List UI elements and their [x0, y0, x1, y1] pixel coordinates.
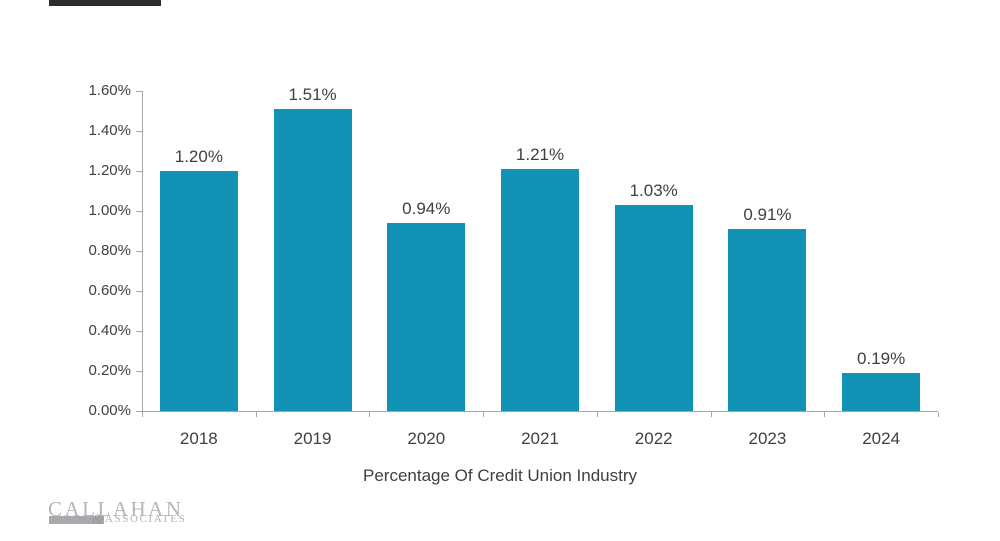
bar-2022	[614, 205, 693, 411]
bar-value-label: 1.51%	[288, 85, 337, 104]
x-axis-category-label: 2023	[748, 429, 787, 448]
y-axis-tick	[136, 251, 142, 252]
logo-ampersand: &	[92, 512, 104, 528]
bar-2020	[387, 223, 466, 411]
y-axis-tick-label: 1.20%	[88, 162, 131, 179]
callahan-logo: CALLAHAN & ASSOCIATES	[48, 499, 198, 533]
logo-wordmark: CALLAHAN	[48, 497, 184, 521]
bar-value-label: 0.94%	[402, 199, 451, 218]
y-axis-tick-label: 1.40%	[88, 122, 131, 139]
x-axis-tick	[938, 412, 939, 417]
y-axis-tick-label: 0.00%	[88, 402, 131, 419]
bar-value-label: 1.21%	[515, 145, 565, 164]
y-axis-tick	[136, 371, 142, 372]
bar-value-label: 0.91%	[743, 205, 792, 224]
logo-bar	[49, 516, 104, 524]
x-axis-tick	[596, 412, 598, 417]
x-axis-tick	[369, 412, 371, 417]
bar-2019	[273, 109, 352, 411]
bar-2024	[842, 373, 921, 411]
x-axis-tick	[824, 412, 826, 417]
logo-associates: ASSOCIATES	[105, 513, 187, 525]
x-axis-category-label: 2024	[862, 429, 901, 448]
y-axis-tick	[136, 211, 142, 212]
y-axis-tick	[136, 411, 142, 412]
y-axis-tick	[136, 331, 142, 332]
bar-value-label: 0.19%	[857, 349, 906, 368]
bar-value-label: 1.03%	[629, 181, 678, 200]
x-axis-tick	[142, 412, 143, 417]
y-axis-line	[142, 91, 143, 412]
bar-value-label: 1.20%	[174, 147, 223, 166]
y-axis-tick-label: 0.60%	[88, 282, 131, 299]
x-axis-category-label: 2019	[293, 429, 332, 448]
x-axis-line	[136, 411, 938, 412]
y-axis-tick	[136, 171, 142, 172]
y-axis-tick	[136, 291, 142, 292]
x-axis-category-label: 2021	[521, 429, 559, 448]
y-axis-tick-label: 1.60%	[88, 82, 131, 99]
y-axis-tick-label: 0.80%	[88, 242, 131, 259]
y-axis-tick	[136, 91, 142, 92]
bar-2023	[728, 229, 807, 411]
y-axis-tick-label: 0.20%	[88, 362, 131, 379]
x-axis-category-label: 2020	[407, 429, 446, 448]
bar-2021	[501, 169, 579, 411]
y-axis-tick-label: 1.00%	[88, 202, 131, 219]
cropped-title-strip	[49, 0, 161, 6]
y-axis-tick	[136, 131, 142, 132]
x-axis-tick	[255, 412, 257, 417]
bar-2018	[159, 171, 238, 411]
y-axis-tick-label: 0.40%	[88, 322, 131, 339]
x-axis-tick	[710, 412, 712, 417]
x-axis-category-label: 2022	[634, 429, 673, 448]
x-axis-category-label: 2018	[179, 429, 218, 448]
x-axis-tick	[483, 412, 485, 417]
x-axis-title: Percentage Of Credit Union Industry	[362, 466, 638, 485]
